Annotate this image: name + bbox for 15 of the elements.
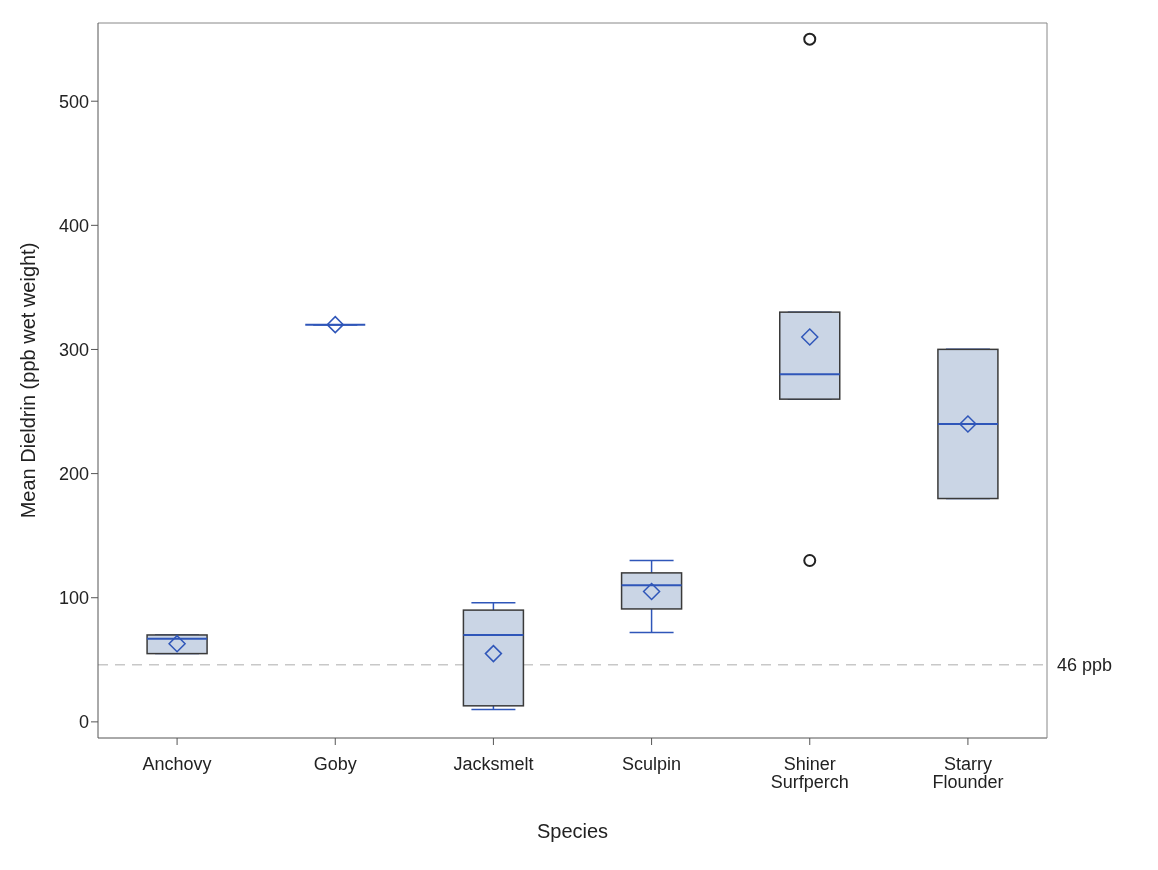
y-tick-label: 500 xyxy=(58,91,89,112)
x-tick-label: Anchovy xyxy=(142,753,212,774)
x-tick-label: Jacksmelt xyxy=(453,753,534,774)
ref-line-label: 46 ppb xyxy=(1057,655,1113,676)
y-axis-title: Mean Dieldrin (ppb wet weight) xyxy=(17,242,40,519)
x-tick-label: Starry Flounder xyxy=(932,753,1004,792)
y-tick-label: 300 xyxy=(58,339,89,360)
y-tick-label: 200 xyxy=(58,463,89,484)
y-tick-label: 100 xyxy=(58,588,89,609)
x-tick-label: Sculpin xyxy=(622,753,682,774)
x-tick-label: Goby xyxy=(313,753,357,774)
y-tick-label: 0 xyxy=(78,712,89,733)
x-axis-title: Species xyxy=(536,820,609,842)
y-tick-label: 400 xyxy=(58,215,89,236)
x-tick-label: Shiner Surfperch xyxy=(770,753,849,792)
